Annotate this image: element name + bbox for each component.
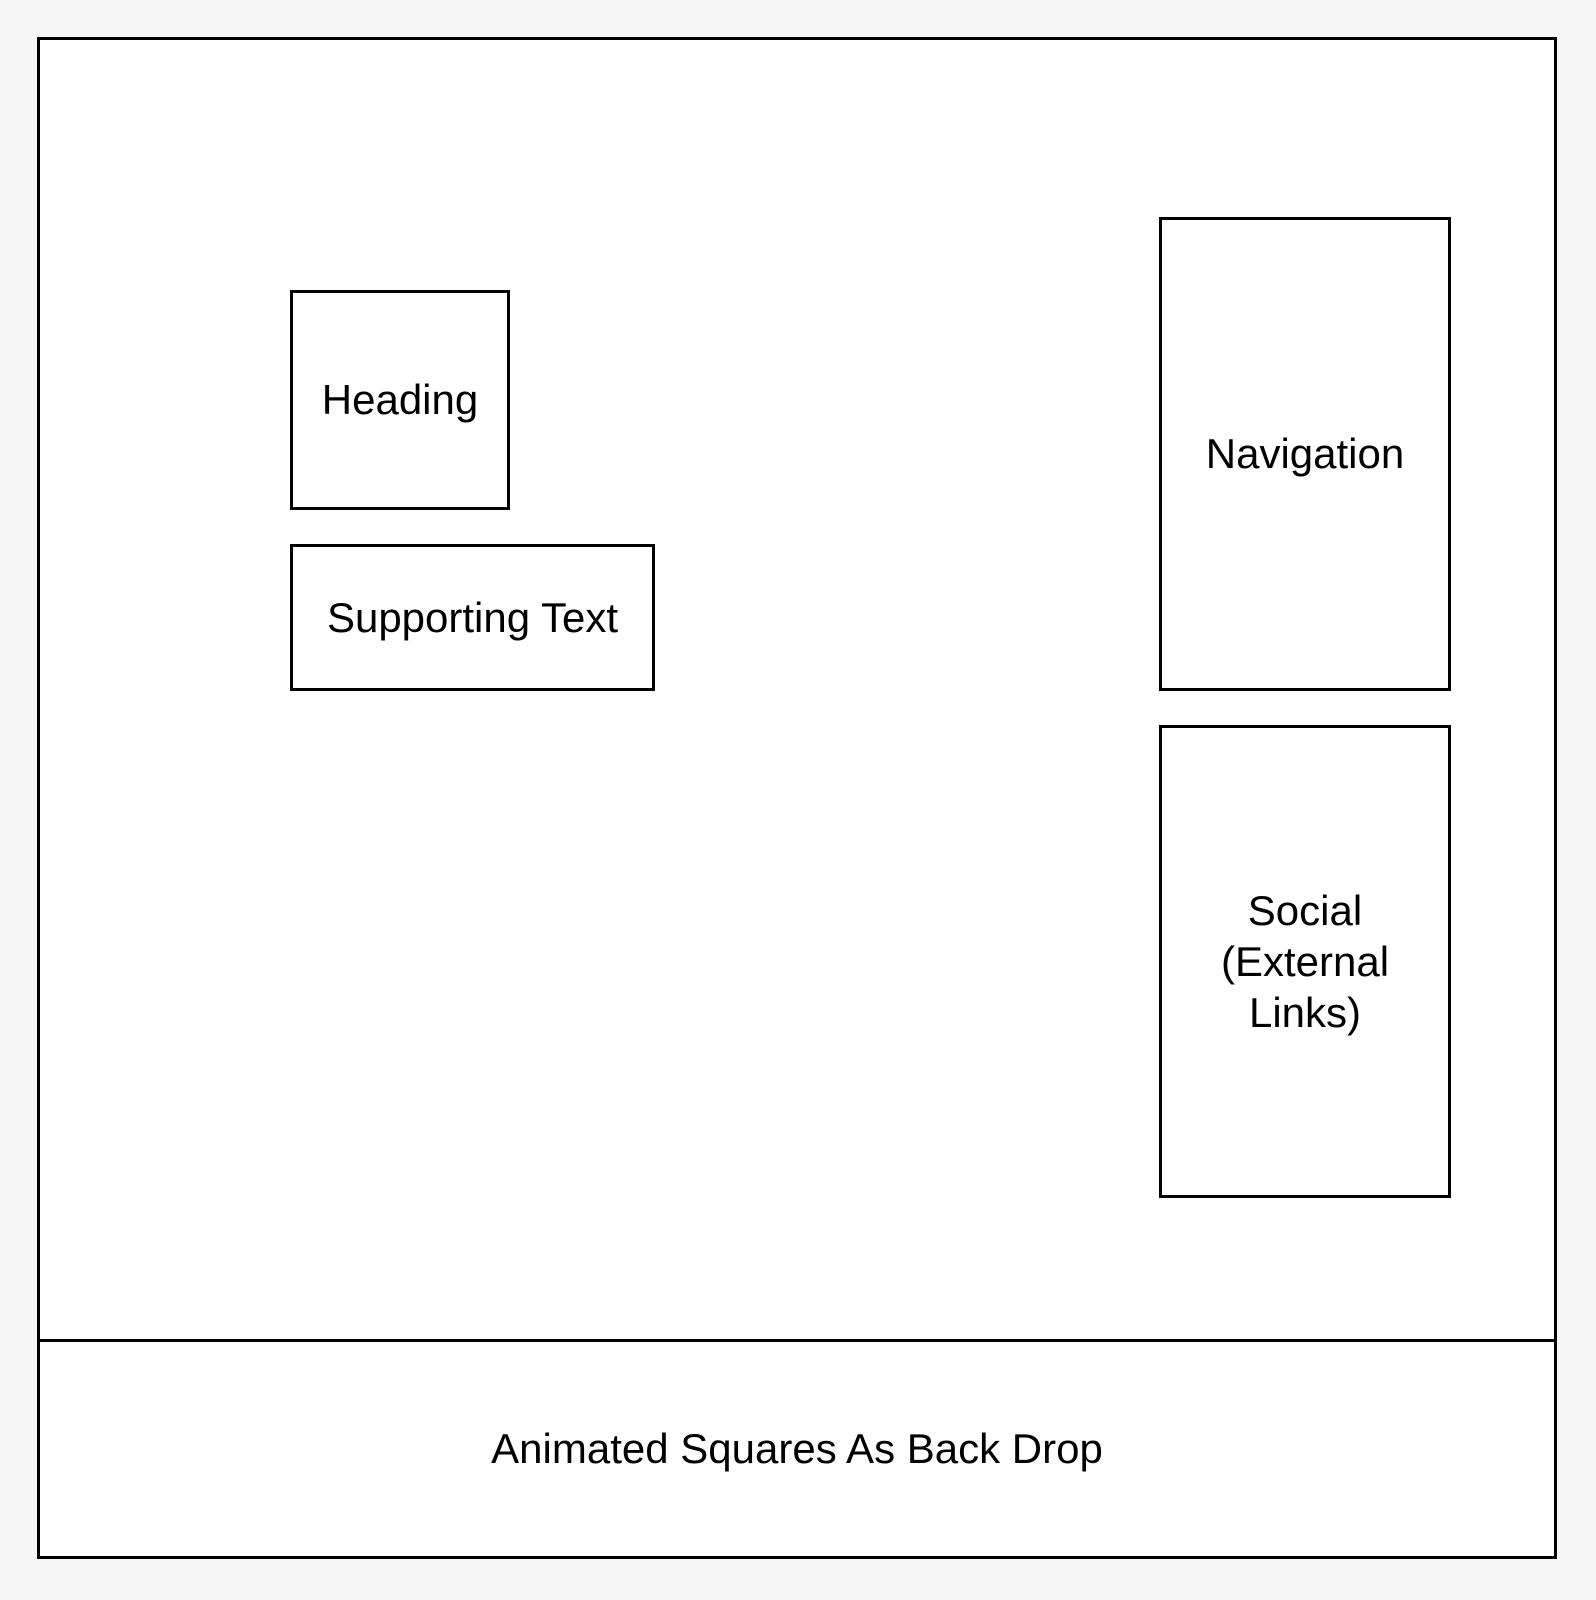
supporting-text-box: Supporting Text (290, 544, 655, 691)
footer-divider (37, 1339, 1557, 1342)
social-links-box: Social (External Links) (1159, 725, 1451, 1198)
navigation-box-label: Navigation (1205, 430, 1405, 478)
heading-box-label: Heading (321, 376, 479, 424)
social-links-box-label: Social (External Links) (1220, 886, 1390, 1037)
backdrop-section-label: Animated Squares As Back Drop (491, 1425, 1103, 1472)
supporting-text-box-label: Supporting Text (326, 593, 619, 641)
backdrop-section: Animated Squares As Back Drop (37, 1342, 1557, 1556)
heading-box: Heading (290, 290, 510, 510)
navigation-box: Navigation (1159, 217, 1451, 691)
